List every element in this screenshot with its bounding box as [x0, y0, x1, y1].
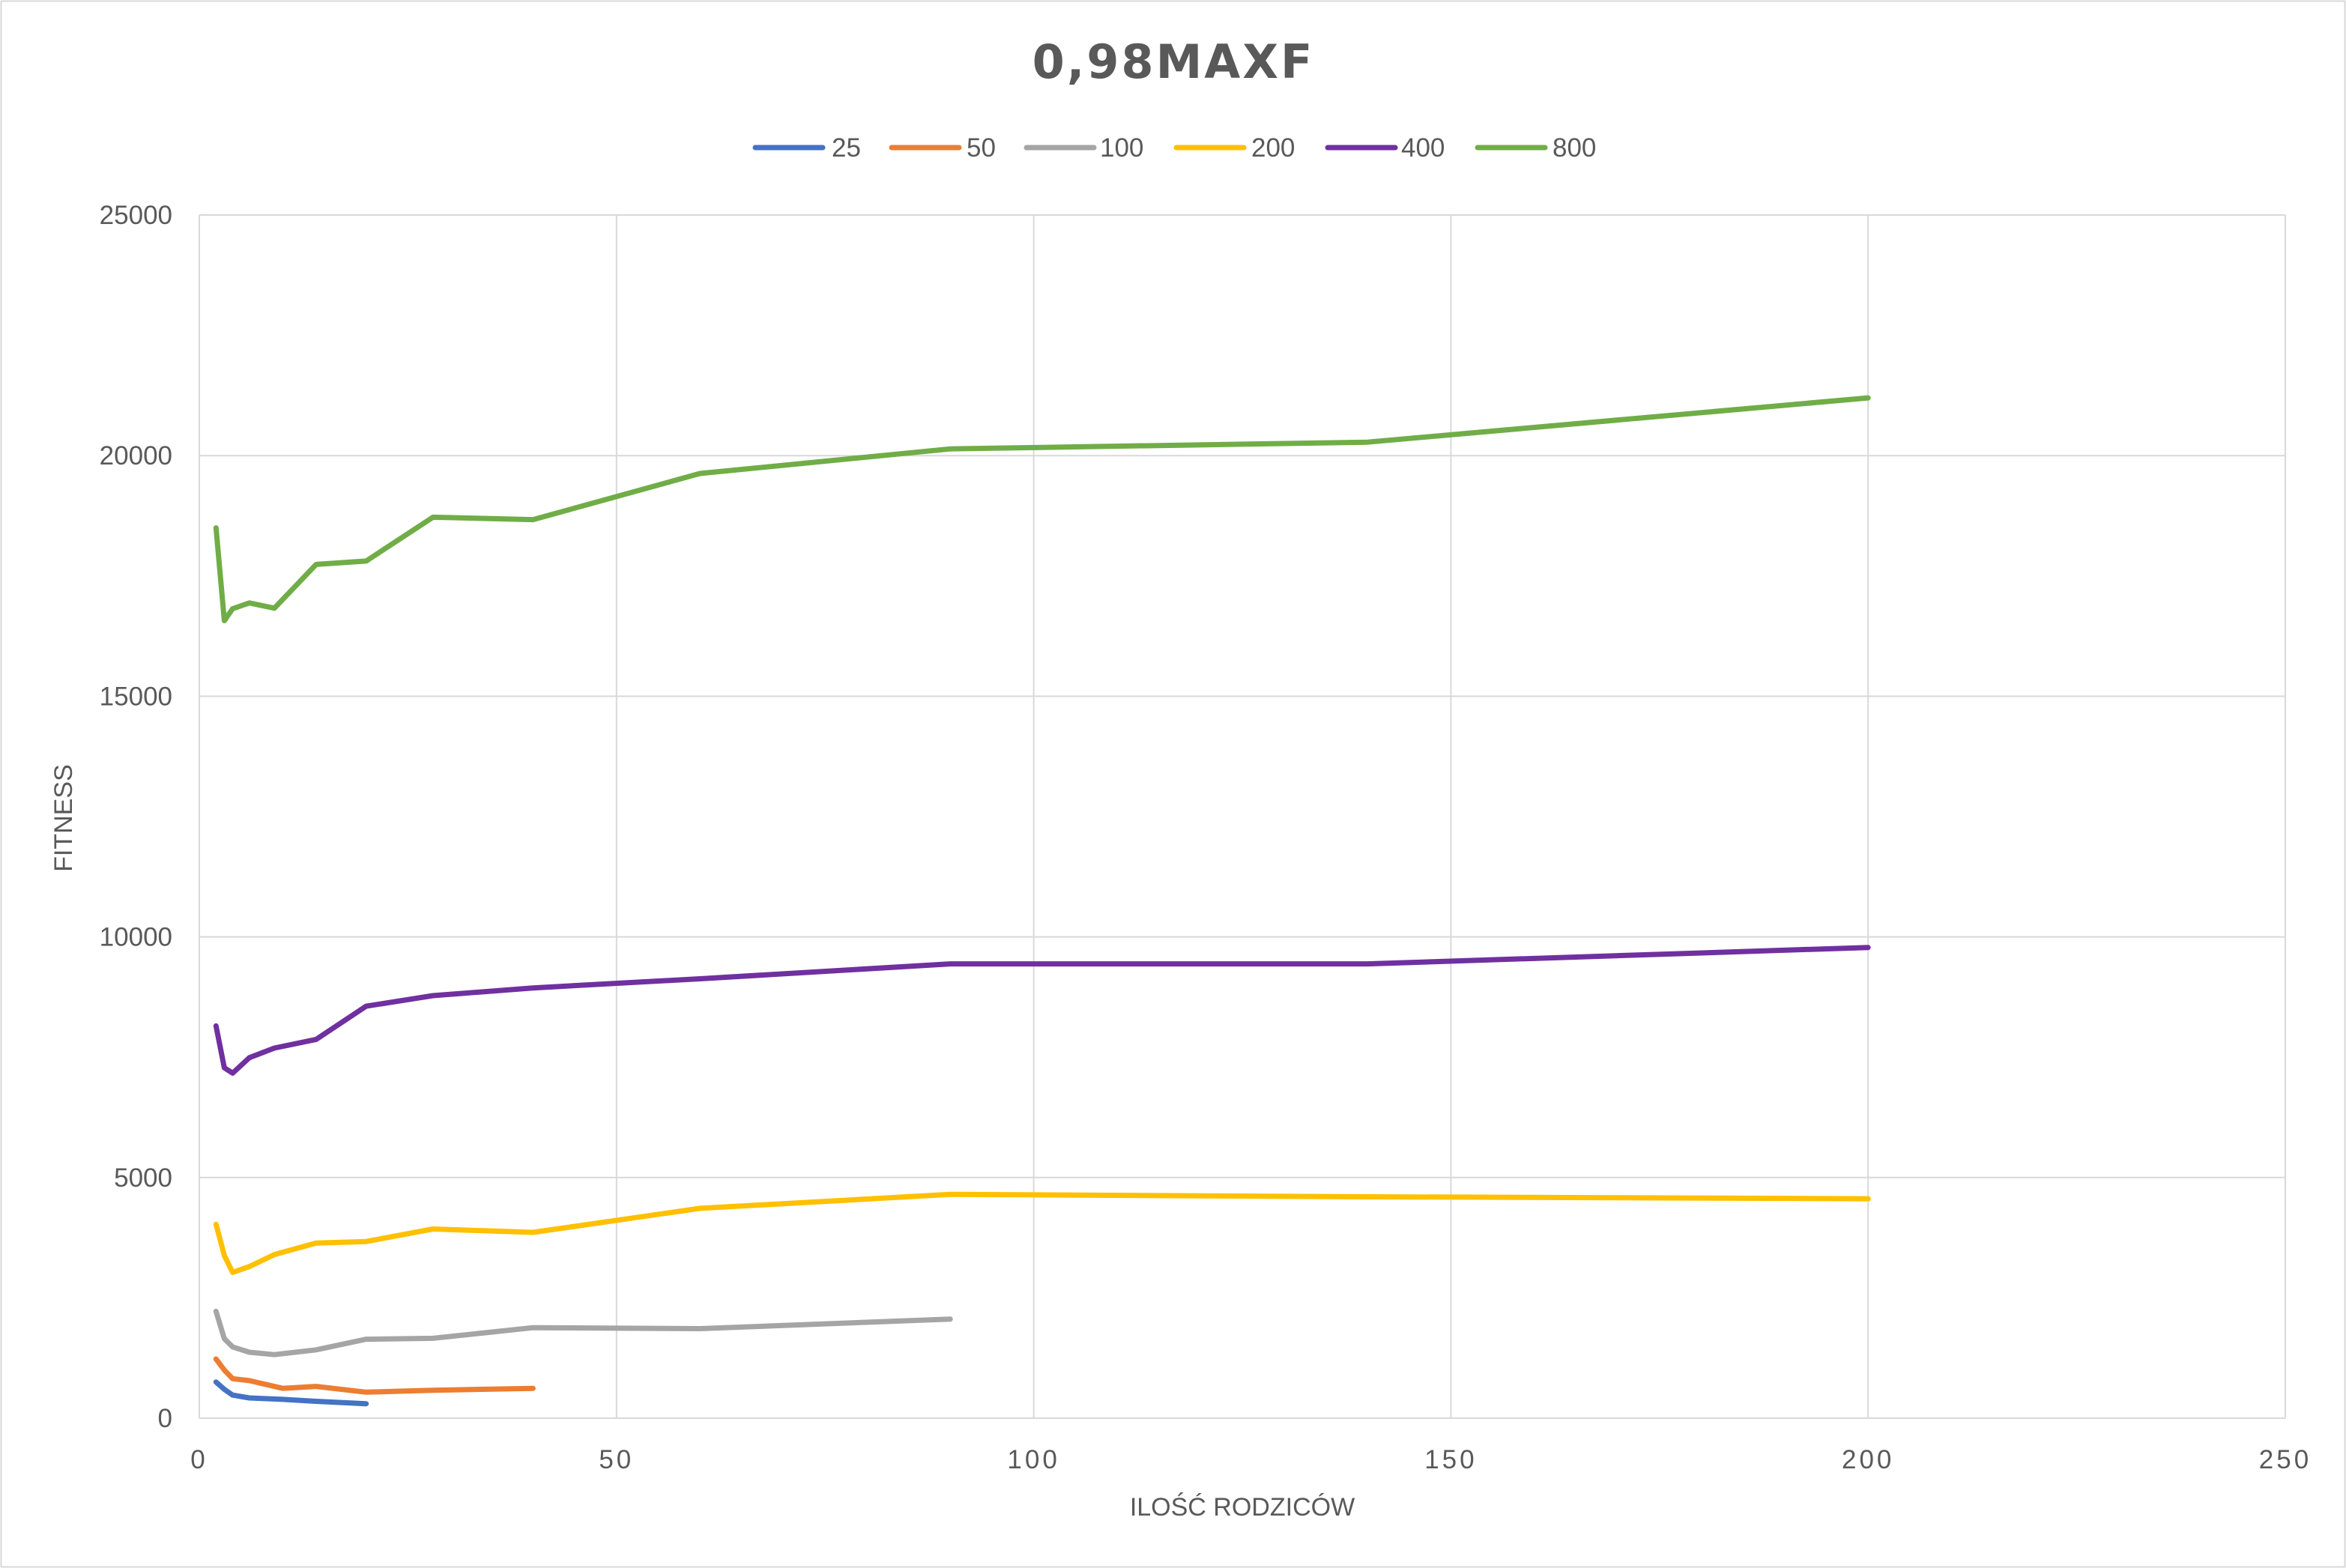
y-tick-label: 10000	[100, 923, 172, 952]
legend: 25 50 100 200 400 800	[752, 133, 1596, 163]
series-group	[213, 395, 1871, 1407]
series-line-200	[213, 1191, 1871, 1275]
x-tick-label: 50	[599, 1445, 634, 1474]
x-tick-label: 200	[1842, 1445, 1894, 1474]
y-tick-label: 15000	[100, 682, 172, 711]
y-axis-title: FITNESS	[49, 764, 78, 872]
legend-label: 100	[1100, 133, 1143, 163]
series-line-100	[213, 1308, 953, 1357]
legend-label: 800	[1553, 133, 1596, 163]
y-tick-label: 0	[158, 1404, 172, 1433]
y-tick-label: 20000	[100, 441, 172, 470]
chart-title: 0,98MAXF	[1033, 34, 1315, 89]
x-axis-title: ILOŚĆ RODZICÓW	[1130, 1492, 1355, 1522]
y-axis-ticks: 0 5000 10000 15000 20000 25000	[100, 201, 172, 1433]
x-tick-label: 250	[2259, 1445, 2312, 1474]
y-tick-label: 5000	[114, 1163, 172, 1193]
legend-label: 50	[967, 133, 996, 163]
gridlines	[199, 214, 2286, 1419]
x-tick-label: 100	[1007, 1445, 1059, 1474]
legend-label: 400	[1401, 133, 1445, 163]
x-axis-ticks: 0 50 100 150 200 250	[190, 1445, 2312, 1474]
legend-label: 200	[1251, 133, 1295, 163]
series-line-25	[213, 1379, 369, 1407]
x-tick-label: 0	[190, 1445, 208, 1474]
series-line-50	[213, 1356, 536, 1395]
x-tick-label: 150	[1424, 1445, 1477, 1474]
series-line-400	[213, 945, 1871, 1076]
y-tick-label: 25000	[100, 201, 172, 230]
series-line-800	[213, 395, 1871, 623]
legend-label: 25	[832, 133, 861, 163]
